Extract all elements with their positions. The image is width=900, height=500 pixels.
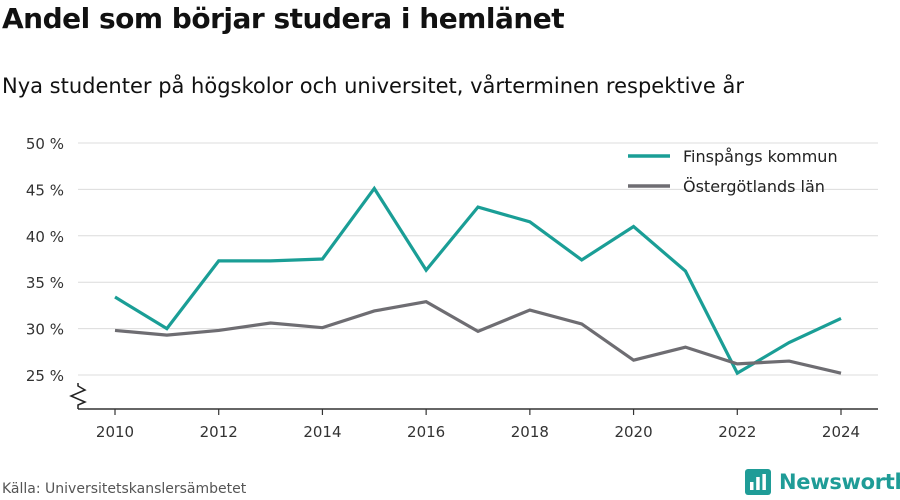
data-point xyxy=(840,372,843,375)
data-point xyxy=(788,360,791,363)
data-point xyxy=(217,259,220,262)
data-point xyxy=(632,225,635,228)
data-point xyxy=(114,296,117,299)
x-tick-label: 2016 xyxy=(407,423,445,441)
chart-subtitle: Nya studenter på högskolor och universit… xyxy=(2,74,744,98)
data-point xyxy=(736,362,739,365)
data-point xyxy=(373,187,376,190)
data-point xyxy=(321,326,324,329)
x-tick-label: 2024 xyxy=(822,423,860,441)
y-tick-label: 35 % xyxy=(26,274,64,292)
newsworthy-logo-icon xyxy=(745,469,771,495)
legend-label: Östergötlands län xyxy=(683,177,825,196)
x-tick-label: 2022 xyxy=(718,423,756,441)
data-point xyxy=(321,258,324,261)
chart-title: Andel som börjar studera i hemlänet xyxy=(2,2,565,35)
x-tick-label: 2020 xyxy=(614,423,652,441)
data-point xyxy=(684,270,687,273)
data-point xyxy=(269,259,272,262)
data-point xyxy=(528,220,531,223)
data-point xyxy=(165,327,168,330)
axes: 25 % 30 % 35 % 40 % 45 % 50 % 2010 2012 2014 2016… xyxy=(26,135,878,441)
data-point xyxy=(477,206,480,209)
axis-break-icon xyxy=(69,383,87,409)
data-point xyxy=(165,334,168,337)
x-tick-label: 2010 xyxy=(96,423,134,441)
series-line-0 xyxy=(114,185,842,376)
y-tick-label: 50 % xyxy=(26,135,64,153)
grid xyxy=(78,142,878,376)
y-tick-label: 45 % xyxy=(26,181,64,199)
y-tick-label: 40 % xyxy=(26,228,64,246)
data-point xyxy=(528,309,531,312)
data-point xyxy=(684,346,687,349)
y-tick-label: 25 % xyxy=(26,367,64,385)
data-point xyxy=(425,300,428,303)
x-tick-label: 2018 xyxy=(511,423,549,441)
data-point xyxy=(580,258,583,261)
data-point xyxy=(580,322,583,325)
data-point xyxy=(217,329,220,332)
data-point xyxy=(114,329,117,332)
brand-logo: Newsworthy xyxy=(745,469,900,495)
data-point xyxy=(477,330,480,333)
y-tick-label: 30 % xyxy=(26,321,64,339)
data-point xyxy=(269,322,272,325)
x-tick-label: 2012 xyxy=(200,423,238,441)
data-point xyxy=(632,359,635,362)
data-point xyxy=(840,317,843,320)
brand-name: Newsworthy xyxy=(779,470,900,494)
legend-label: Finspångs kommun xyxy=(683,147,838,166)
data-point xyxy=(425,269,428,272)
series-line-1 xyxy=(114,300,842,375)
data-point xyxy=(788,341,791,344)
x-tick-label: 2014 xyxy=(303,423,341,441)
legend: Finspångs kommun Östergötlands län xyxy=(628,147,838,196)
source-text: Källa: Universitetskanslersämbetet xyxy=(2,481,247,497)
data-point xyxy=(736,372,739,375)
series xyxy=(114,185,843,376)
data-point xyxy=(373,309,376,312)
